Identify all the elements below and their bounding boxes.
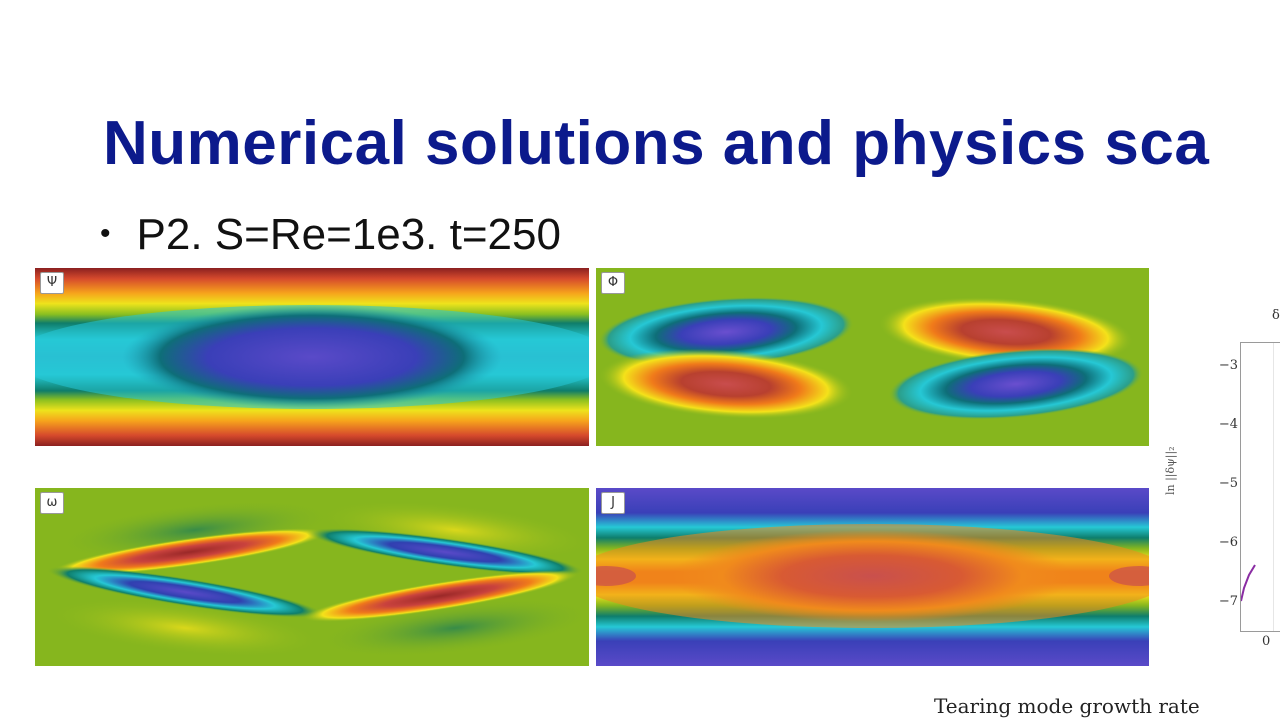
figure-caption: Tearing mode growth rate [934, 694, 1200, 718]
grid-line [1273, 343, 1274, 631]
phi-field-plot: Φ [596, 268, 1149, 446]
panel-label: Ψ [40, 272, 64, 294]
bullet-item: • P2. S=Re=1e3. t=250 [100, 210, 561, 260]
growth-curve [1241, 564, 1256, 602]
y-tick: −4 [1218, 417, 1238, 432]
plot-top-label: δ [1272, 308, 1280, 323]
vorticity-field-plot: ω [35, 488, 589, 666]
plot-frame [1240, 342, 1280, 632]
panel-label: J [601, 492, 625, 514]
bullet-text: P2. S=Re=1e3. t=250 [136, 210, 561, 259]
y-tick: −5 [1218, 476, 1238, 491]
y-axis-label: ln ||δψ||₂ [1164, 446, 1177, 495]
panel-label: ω [40, 492, 64, 514]
x-tick: 0 [1262, 634, 1271, 649]
psi-field-plot: Ψ [35, 268, 589, 446]
y-tick: −3 [1218, 358, 1238, 373]
slide-title: Numerical solutions and physics sca [103, 109, 1210, 178]
y-tick: −7 [1218, 594, 1238, 609]
growth-rate-plot: δ ln ||δψ||₂ −3 −4 −5 −6 −7 0 [1160, 300, 1280, 660]
current-density-plot: J [596, 488, 1149, 666]
panel-label: Φ [601, 272, 625, 294]
y-tick: −6 [1218, 535, 1238, 550]
bullet-marker: • [100, 217, 111, 250]
